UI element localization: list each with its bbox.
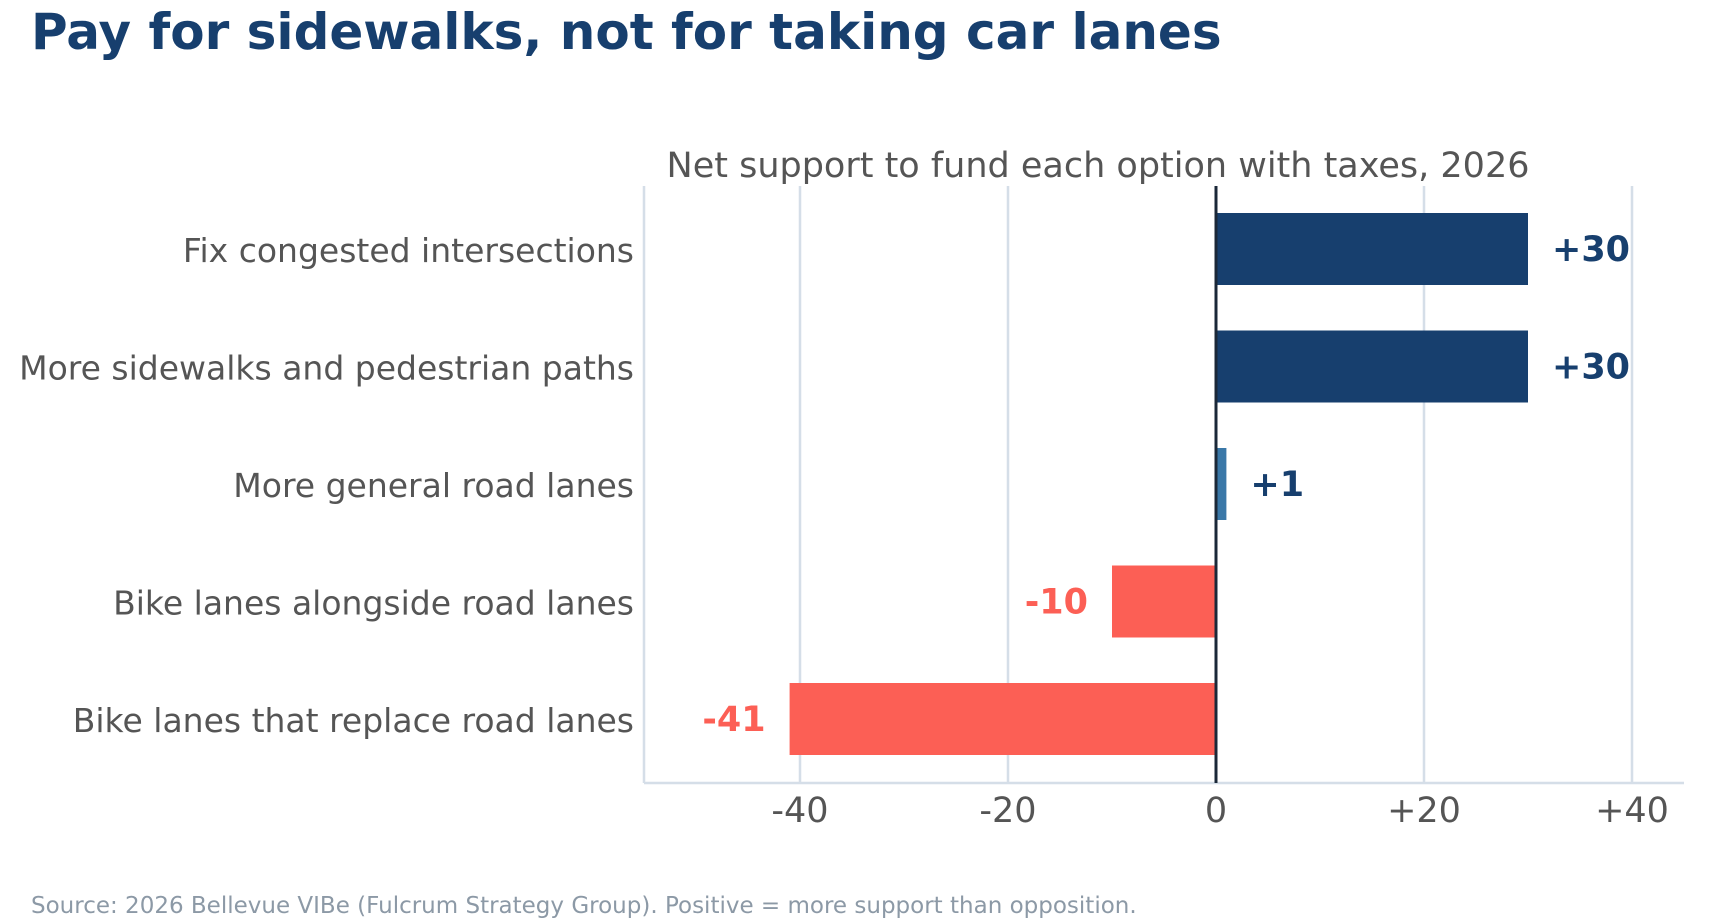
value-label-2: +1 xyxy=(1250,465,1304,505)
bar-0 xyxy=(1216,213,1528,285)
axis-frame xyxy=(642,186,1684,785)
x-tick-label-2: 0 xyxy=(1205,791,1227,831)
category-label-1: More sidewalks and pedestrian paths xyxy=(19,349,634,388)
category-label-3: Bike lanes alongside road lanes xyxy=(113,584,634,623)
value-label-4: -41 xyxy=(702,700,765,740)
bar-2 xyxy=(1216,448,1227,520)
category-label-0: Fix congested intersections xyxy=(183,231,634,270)
x-tick-label-1: -20 xyxy=(979,791,1036,831)
value-label-1: +30 xyxy=(1552,348,1630,388)
bar-3 xyxy=(1112,565,1216,638)
category-label-4: Bike lanes that replace road lanes xyxy=(73,701,634,740)
category-labels: Fix congested intersections More sidewalk… xyxy=(19,231,634,740)
value-labels: +30 +30 +1 -10 -41 xyxy=(702,230,1630,740)
chart-subtitle: Net support to fund each option with tax… xyxy=(667,146,1530,186)
bar-1 xyxy=(1216,330,1528,403)
bar-4 xyxy=(789,683,1216,755)
x-tick-labels: -40 -20 0 +20 +40 xyxy=(771,791,1669,831)
value-label-3: -10 xyxy=(1025,583,1088,623)
value-label-0: +30 xyxy=(1552,230,1630,270)
x-tick-label-3: +20 xyxy=(1387,791,1461,831)
x-tick-label-0: -40 xyxy=(771,791,828,831)
bars xyxy=(789,213,1528,755)
source-note: Source: 2026 Bellevue VIBe (Fulcrum Stra… xyxy=(31,893,1137,919)
x-tick-label-4: +40 xyxy=(1595,791,1669,831)
chart-title: Pay for sidewalks, not for taking car la… xyxy=(31,3,1222,61)
category-label-2: More general road lanes xyxy=(233,466,634,505)
